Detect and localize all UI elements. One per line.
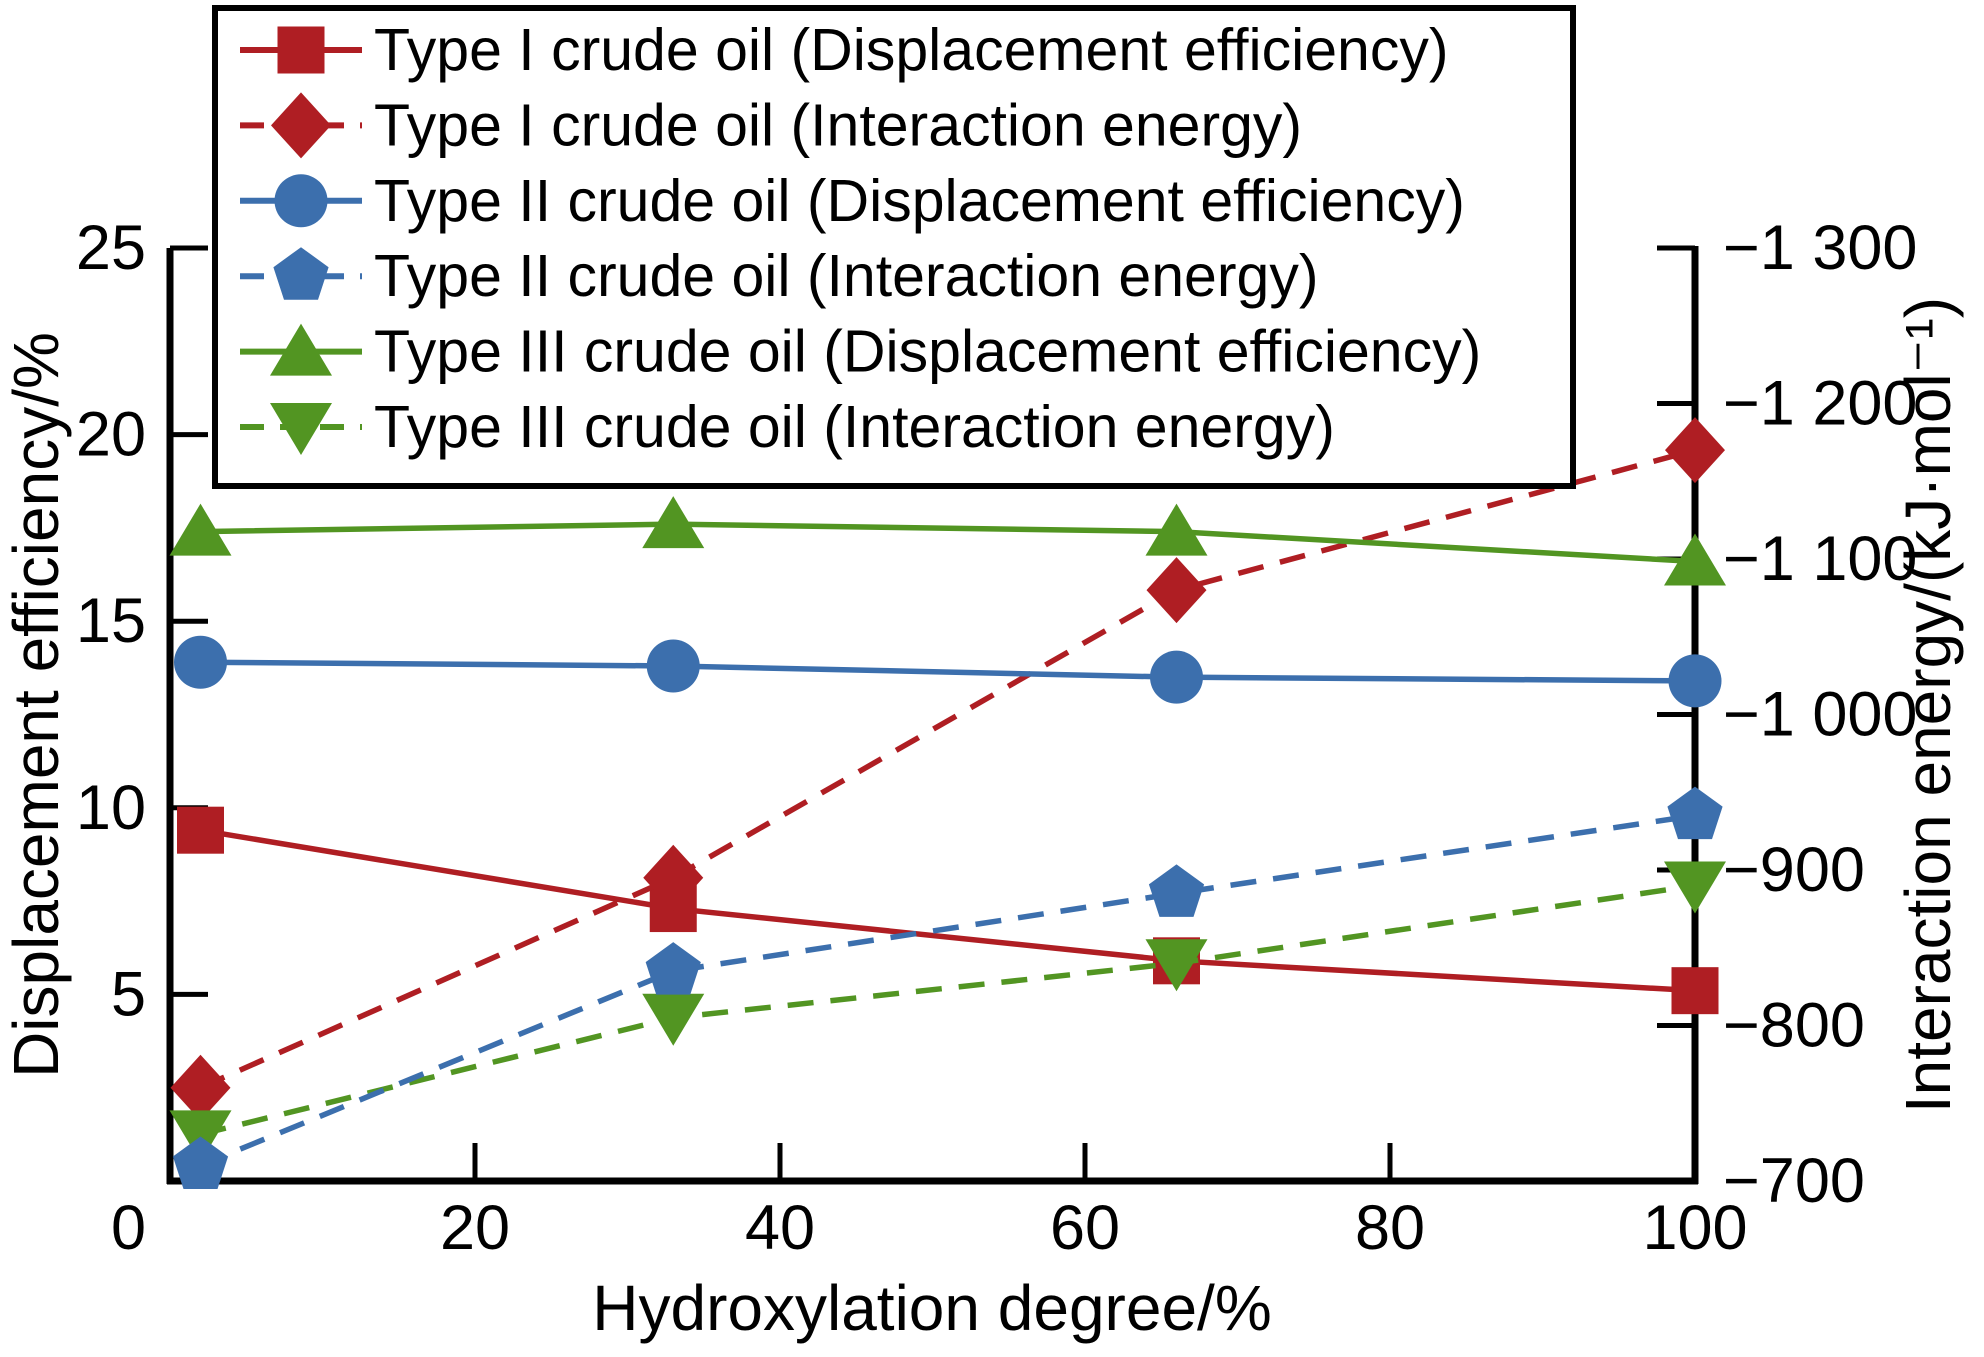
right-tick-label: −1 200 xyxy=(1723,369,1917,439)
right-tick-label: −1 000 xyxy=(1723,680,1917,750)
data-point-marker xyxy=(1671,967,1719,1015)
data-point-marker xyxy=(1146,557,1207,624)
data-point-marker xyxy=(1148,864,1205,917)
x-tick-label: 20 xyxy=(440,1193,510,1263)
x-tick-label: 0 xyxy=(111,1193,146,1263)
left-tick-label: 15 xyxy=(76,586,146,656)
legend-label: Type I crude oil (Interaction energy) xyxy=(374,92,1302,158)
legend-item: Type I crude oil (Displacement efficienc… xyxy=(240,17,1448,83)
x-tick-label: 40 xyxy=(745,1193,815,1263)
data-point-marker xyxy=(174,635,227,689)
left-tick-label: 10 xyxy=(76,773,146,843)
data-point-marker xyxy=(1664,533,1726,586)
x-tick-label: 60 xyxy=(1050,1193,1120,1263)
left-tick-label: 5 xyxy=(111,959,146,1029)
x-tick-label: 100 xyxy=(1642,1193,1747,1263)
data-point-marker xyxy=(274,174,328,228)
series-3 xyxy=(174,635,1722,708)
right-tick-label: −800 xyxy=(1723,991,1865,1061)
series-line xyxy=(200,827,1696,994)
legend-item: Type II crude oil (Displacement efficien… xyxy=(240,168,1465,234)
legend-label: Type II crude oil (Displacement efficien… xyxy=(374,168,1465,234)
series-4 xyxy=(172,786,1723,1189)
data-point-marker xyxy=(177,806,224,854)
data-point-marker xyxy=(270,403,332,455)
right-y-axis-title: Interaction energy/(kJ·mol⁻¹) xyxy=(1892,297,1964,1113)
data-point-marker xyxy=(1145,939,1208,992)
left-tick-label: 20 xyxy=(76,400,146,470)
legend-item: Type III crude oil (Displacement efficie… xyxy=(240,319,1481,385)
series-line xyxy=(199,882,1696,1138)
legend-label: Type II crude oil (Interaction energy) xyxy=(374,243,1318,309)
series-1 xyxy=(177,806,1719,1015)
data-point-marker xyxy=(169,503,232,556)
series-line xyxy=(200,521,1696,565)
data-point-marker xyxy=(172,1136,229,1189)
series-6 xyxy=(169,861,1726,1163)
series-5 xyxy=(169,496,1726,586)
data-point-marker xyxy=(642,993,705,1046)
data-point-marker xyxy=(645,942,701,995)
left-y-axis-title: Displacement efficiency/% xyxy=(0,332,72,1078)
series-line xyxy=(199,447,1696,1091)
legend-box xyxy=(212,5,1576,489)
left-tick-label: 25 xyxy=(76,213,146,283)
data-point-marker xyxy=(170,1054,231,1121)
x-axis-title: Hydroxylation degree/% xyxy=(592,1272,1271,1344)
data-point-marker xyxy=(1668,654,1722,708)
data-point-marker xyxy=(643,844,704,911)
legend: Type I crude oil (Displacement efficienc… xyxy=(212,5,1576,489)
legend-item: Type III crude oil (Interaction energy) xyxy=(240,394,1335,460)
data-point-marker xyxy=(273,247,329,300)
data-point-marker xyxy=(1145,503,1208,556)
data-point-marker xyxy=(1664,861,1726,914)
data-point-marker xyxy=(271,92,331,159)
axes: 0 20 40 60 80 100 25 20 15 10 5 −1 300 −1 200 −1 100 −… xyxy=(76,213,1918,1263)
right-tick-label: −1 100 xyxy=(1723,524,1917,594)
data-point-marker xyxy=(1665,417,1725,484)
data-point-marker xyxy=(1667,786,1723,840)
legend-label: Type III crude oil (Interaction energy) xyxy=(374,394,1335,460)
legend-label: Type I crude oil (Displacement efficienc… xyxy=(374,17,1448,83)
legend-item: Type I crude oil (Interaction energy) xyxy=(240,92,1302,159)
right-tick-label: −1 300 xyxy=(1723,213,1917,283)
legend-item: Type II crude oil (Interaction energy) xyxy=(240,243,1318,309)
data-point-marker xyxy=(1150,650,1203,704)
data-point-marker xyxy=(646,639,700,693)
data-point-marker xyxy=(642,496,705,549)
right-tick-label: −900 xyxy=(1723,835,1865,905)
x-tick-label: 80 xyxy=(1355,1193,1425,1263)
right-tick-label: −700 xyxy=(1723,1146,1865,1216)
data-point-marker xyxy=(169,1110,232,1163)
legend-label: Type III crude oil (Displacement efficie… xyxy=(374,319,1481,385)
data-point-marker xyxy=(277,26,325,74)
series-line xyxy=(200,659,1696,684)
data-point-marker xyxy=(270,323,332,376)
series-group xyxy=(169,417,1726,1189)
series-2 xyxy=(170,417,1725,1121)
